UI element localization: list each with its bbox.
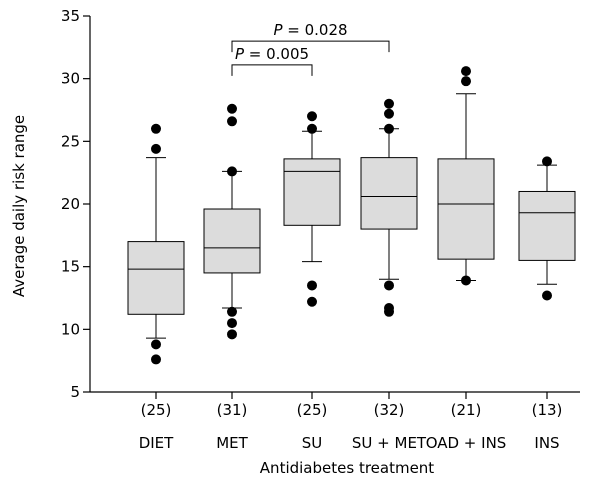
outlier-point bbox=[227, 166, 237, 177]
outlier-point bbox=[307, 123, 317, 134]
p-symbol: P bbox=[273, 21, 283, 39]
outlier-point bbox=[461, 76, 471, 87]
outlier-point bbox=[461, 275, 471, 286]
y-tick-label: 25 bbox=[61, 132, 80, 150]
outlier-point bbox=[384, 280, 394, 291]
sample-count-label: (25) bbox=[297, 401, 328, 419]
y-tick-label: 15 bbox=[61, 258, 80, 276]
box-group bbox=[127, 123, 185, 365]
box-group bbox=[437, 66, 495, 286]
category-label: MET bbox=[216, 434, 248, 452]
outlier-point bbox=[151, 123, 161, 134]
category-label: INS bbox=[534, 434, 559, 452]
outlier-point bbox=[384, 98, 394, 109]
box-group bbox=[283, 111, 341, 307]
axes: 5 10 15 20 25 30 35 (25) DIET (31) MET (25) SU (32) SU… bbox=[61, 7, 580, 452]
outlier-point bbox=[461, 66, 471, 77]
outlier-point bbox=[307, 111, 317, 122]
outlier-point bbox=[307, 280, 317, 291]
p-value-label: P = 0.028 bbox=[273, 21, 347, 39]
sample-count-label: (32) bbox=[374, 401, 405, 419]
y-axis-label: Average daily risk range bbox=[10, 115, 28, 297]
iqr-box bbox=[127, 241, 185, 315]
p-value-label: P = 0.005 bbox=[235, 45, 309, 63]
iqr-box bbox=[203, 208, 261, 274]
category-label: SU bbox=[302, 434, 323, 452]
outlier-point bbox=[227, 306, 237, 317]
significance-bracket: P = 0.028 bbox=[231, 21, 390, 53]
box-group bbox=[518, 156, 576, 301]
y-tick-label: 35 bbox=[61, 7, 80, 25]
boxes bbox=[127, 66, 576, 365]
category-label: SU + MET bbox=[352, 434, 427, 452]
outlier-point bbox=[384, 303, 394, 314]
outlier-point bbox=[227, 103, 237, 114]
p-symbol: P bbox=[235, 45, 245, 63]
outlier-point bbox=[151, 339, 161, 350]
significance-bracket: P = 0.005 bbox=[231, 45, 313, 76]
outlier-point bbox=[227, 329, 237, 340]
outlier-point bbox=[151, 354, 161, 365]
box-group bbox=[203, 103, 261, 340]
y-tick-label: 30 bbox=[61, 70, 80, 88]
outlier-point bbox=[227, 116, 237, 127]
sample-count-label: (25) bbox=[141, 401, 172, 419]
x-axis-label: Antidiabetes treatment bbox=[260, 459, 435, 477]
y-tick-label: 10 bbox=[61, 320, 80, 338]
category-label: OAD + INS bbox=[426, 434, 507, 452]
outlier-point bbox=[542, 156, 552, 167]
outlier-point bbox=[307, 296, 317, 307]
box-group bbox=[360, 98, 418, 317]
sample-count-label: (13) bbox=[532, 401, 563, 419]
bracket-line bbox=[231, 64, 313, 76]
bracket-line bbox=[231, 40, 390, 53]
sample-count-label: (31) bbox=[217, 401, 248, 419]
iqr-box bbox=[283, 158, 341, 226]
outlier-point bbox=[151, 143, 161, 154]
iqr-box bbox=[360, 157, 418, 230]
p-value-text: = 0.005 bbox=[244, 45, 309, 63]
category-label: DIET bbox=[139, 434, 174, 452]
iqr-box bbox=[518, 190, 576, 261]
sample-count-label: (21) bbox=[451, 401, 482, 419]
p-value-text: = 0.028 bbox=[283, 21, 348, 39]
outlier-point bbox=[384, 108, 394, 119]
outlier-point bbox=[542, 290, 552, 301]
outlier-point bbox=[384, 123, 394, 134]
outlier-point bbox=[227, 318, 237, 329]
y-tick-label: 5 bbox=[70, 383, 80, 401]
y-tick-label: 20 bbox=[61, 195, 80, 213]
iqr-box bbox=[437, 158, 495, 260]
